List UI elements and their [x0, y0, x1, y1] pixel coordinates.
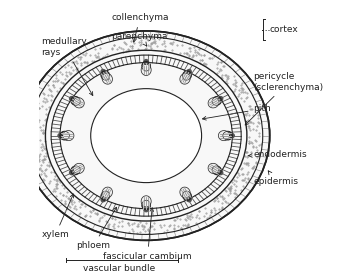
Polygon shape: [70, 167, 80, 175]
Polygon shape: [208, 163, 219, 174]
Polygon shape: [73, 163, 84, 174]
Ellipse shape: [22, 31, 270, 240]
Text: xylem: xylem: [42, 194, 74, 240]
Text: pericycle
(sclerenchyma): pericycle (sclerenchyma): [245, 72, 324, 125]
Polygon shape: [143, 60, 149, 71]
Polygon shape: [71, 166, 80, 175]
Polygon shape: [222, 132, 234, 139]
Polygon shape: [60, 131, 70, 140]
Polygon shape: [71, 97, 80, 105]
Polygon shape: [212, 166, 221, 175]
Polygon shape: [63, 131, 74, 141]
Polygon shape: [141, 64, 151, 75]
Text: collenchyma: collenchyma: [111, 13, 169, 42]
Polygon shape: [218, 131, 229, 141]
Polygon shape: [212, 97, 221, 105]
Text: parenchyma: parenchyma: [111, 32, 168, 46]
Polygon shape: [212, 167, 223, 175]
Text: epidermis: epidermis: [254, 171, 299, 186]
Text: vascular bundle: vascular bundle: [83, 264, 155, 274]
Polygon shape: [73, 98, 84, 108]
Polygon shape: [101, 191, 110, 200]
Text: endodermis: endodermis: [248, 150, 307, 159]
Polygon shape: [101, 70, 109, 80]
Polygon shape: [101, 191, 109, 202]
Ellipse shape: [91, 89, 202, 183]
Polygon shape: [141, 196, 151, 207]
Polygon shape: [183, 191, 191, 200]
Polygon shape: [101, 71, 110, 80]
Polygon shape: [70, 97, 80, 105]
Text: medullary
rays: medullary rays: [42, 37, 93, 95]
Polygon shape: [180, 73, 190, 84]
Text: fascicular cambium: fascicular cambium: [103, 208, 192, 261]
Polygon shape: [180, 187, 190, 198]
Polygon shape: [183, 191, 191, 202]
Polygon shape: [143, 200, 149, 212]
Polygon shape: [183, 70, 191, 80]
Polygon shape: [208, 98, 219, 108]
Polygon shape: [223, 131, 232, 140]
Polygon shape: [142, 62, 151, 71]
Polygon shape: [212, 97, 223, 105]
Polygon shape: [102, 73, 112, 84]
Polygon shape: [183, 71, 191, 80]
Text: phloem: phloem: [76, 207, 117, 250]
Polygon shape: [102, 187, 112, 198]
Text: pith: pith: [202, 104, 271, 120]
Polygon shape: [58, 132, 70, 139]
Polygon shape: [142, 200, 151, 210]
Text: cortex: cortex: [270, 25, 298, 34]
